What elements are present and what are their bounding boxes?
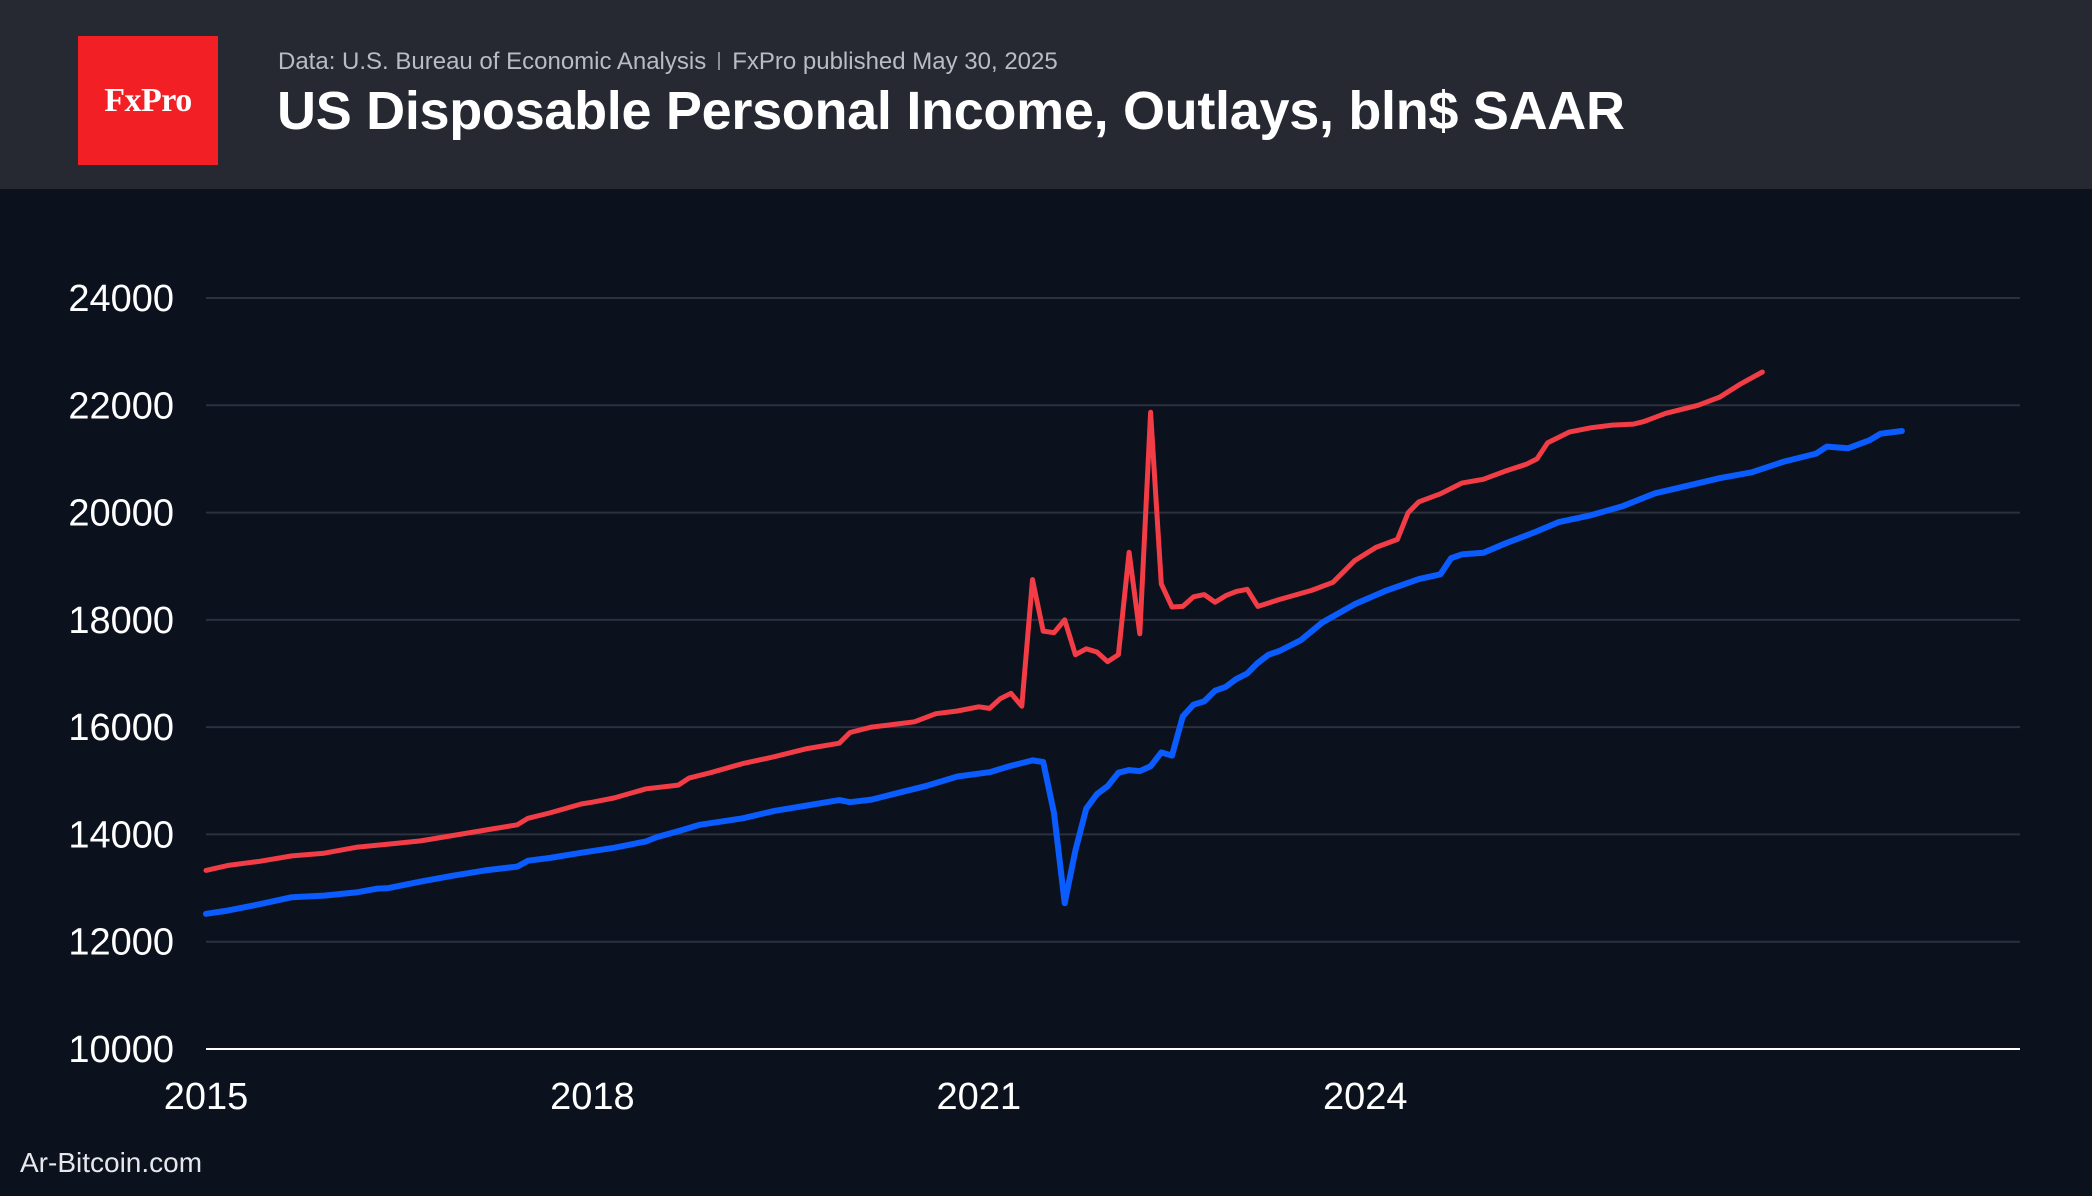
y-tick-label: 14000 xyxy=(68,814,174,856)
axes: 10000 12000 14000 16000 18000 20000 22000 24000… xyxy=(68,278,2020,1118)
x-tick-label: 2018 xyxy=(550,1076,635,1118)
logo-text: FxPro xyxy=(104,81,192,119)
separator xyxy=(718,52,721,70)
grid-lines xyxy=(206,297,2020,943)
fxpro-logo: FxPro xyxy=(78,36,218,165)
watermark-text: Ar-Bitcoin.com xyxy=(20,1147,203,1178)
x-tick-label: 2024 xyxy=(1323,1076,1408,1118)
published-date: FxPro published May 30, 2025 xyxy=(732,48,1058,75)
y-tick-label: 24000 xyxy=(68,278,174,320)
y-tick-label: 12000 xyxy=(68,922,174,964)
y-tick-label: 22000 xyxy=(68,385,174,427)
outlays-series-line xyxy=(203,369,1765,873)
chart-title: US Disposable Personal Income, Outlays, … xyxy=(277,81,1625,141)
y-tick-label: 16000 xyxy=(68,707,174,749)
header-bar: FxPro Data: U.S. Bureau of Economic Anal… xyxy=(0,0,2092,189)
data-source: Data: U.S. Bureau of Economic Analysis xyxy=(278,48,707,75)
x-tick-label: 2021 xyxy=(937,1076,1022,1118)
y-tick-label: 18000 xyxy=(68,600,174,642)
y-tick-label: 10000 xyxy=(68,1029,174,1071)
income-series-line xyxy=(203,428,1905,917)
source-line: Data: U.S. Bureau of Economic Analysis Fx… xyxy=(278,48,1058,76)
x-tick-label: 2015 xyxy=(164,1076,249,1118)
y-tick-label: 20000 xyxy=(68,493,174,535)
series-lines xyxy=(203,369,1905,917)
